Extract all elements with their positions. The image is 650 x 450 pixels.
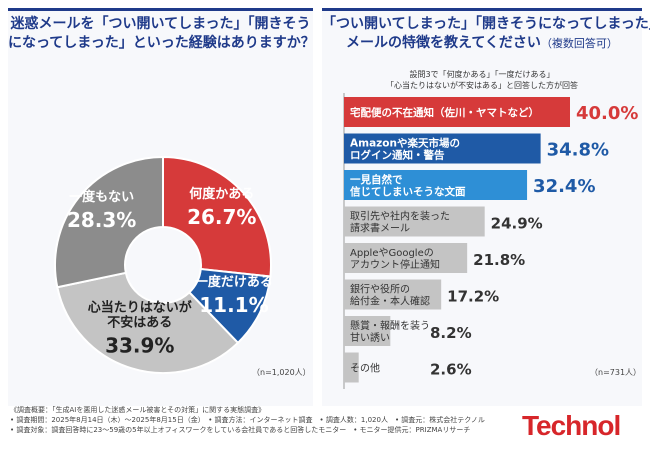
pie-value-3: 33.9%	[105, 334, 174, 358]
right-panel-title: 「つい開いてしまった」「開きそうになってしまった」 メールの特徴を教えてください…	[322, 15, 650, 53]
pie-value-1: 26.7%	[187, 205, 256, 229]
footer-line-2: • 調査期間：2025年8月14日（木）〜2025年8月15日（金） • 調査方…	[10, 416, 485, 424]
pie-slice-3	[56, 271, 240, 374]
bar-value-1: 40.0%	[576, 103, 638, 124]
bar-label-6-line-1: 銀行や役所の	[350, 283, 410, 296]
bar-6	[344, 279, 442, 310]
bar-5	[344, 243, 468, 273]
bar-label-4-line-2: 請求書メール	[350, 222, 410, 235]
right-panel: 「つい開いてしまった」「開きそうになってしまった」 メールの特徴を教えてください…	[322, 8, 650, 406]
bar-label-2-line-1: Amazonや楽天市場の	[350, 137, 460, 150]
right-title-main: メールの特徴を教えてください	[346, 35, 541, 51]
right-title-line-1: 「つい開いてしまった」「開きそうになってしまった」	[322, 16, 650, 32]
bar-8	[344, 352, 359, 383]
left-n-label: （n=1,020人）	[252, 368, 311, 377]
right-title-line-2: メールの特徴を教えてください（複数回答可）	[322, 34, 642, 53]
bar-2	[344, 133, 541, 164]
left-title-line-2: になってしまった」といった経験はありますか？	[8, 35, 315, 51]
technol-logo: Technol	[522, 410, 621, 441]
respondent-note: 設問3で「何度かある」「一度だけある」 「心当たりはないが不安はある」と回答した…	[322, 69, 642, 91]
donut-chart: 何度かある 26.7% 一度だけある 11.1% 心当たりはないが不安はある 33.9% 一…	[54, 155, 273, 374]
bar-label-3-line-1: 一見自然で	[350, 173, 403, 186]
bar-label-5-line-1: AppleやGoogleの	[350, 247, 434, 259]
bar-label-6-line-2: 給付金・本人確認	[350, 295, 430, 308]
bar-value-8: 2.6%	[430, 361, 472, 379]
left-title-line-1: 迷惑メールを「つい開いてしまった」「開きそう	[10, 16, 311, 32]
footer-line-1: 《調査概要：「生成AIを悪用した迷惑メール被害とその対策」に関する実態調査》	[10, 406, 266, 414]
pie-label-3-line-1: 心当たりはないが	[88, 300, 192, 316]
pie-label-4-line-1: 一度もない	[69, 189, 134, 205]
right-title-sub: （複数回答可）	[540, 37, 618, 50]
bar-4	[344, 206, 485, 237]
pie-value-4: 28.3%	[67, 208, 136, 232]
bar-value-5: 21.8%	[473, 251, 525, 269]
bar-1	[344, 97, 570, 127]
bar-label-7-line-1: 懸賞・報酬を装う	[350, 319, 430, 332]
bar-label-4-line-1: 取引先や社内を装った	[350, 210, 450, 223]
bar-chart: 宅配便の不在通知（佐川・ヤマトなど） 40.0% Amazonや楽天市場のログイン通…	[343, 93, 638, 389]
left-panel: 迷惑メールを「つい開いてしまった」「開きそう になってしまった」といった経験はあ…	[8, 8, 315, 406]
bar-3	[344, 170, 528, 200]
pie-slice-4	[54, 155, 164, 289]
note-line-2: 「心当たりはないが不安はある」と回答した方が回答	[386, 81, 578, 90]
bar-value-7: 8.2%	[430, 324, 472, 342]
bar-label-8-line-1: その他	[350, 362, 380, 375]
bar-value-2: 34.8%	[547, 140, 609, 161]
bar-7	[344, 316, 391, 346]
bar-label-3-line-2: 信じてしまいそうな文面	[350, 185, 466, 198]
pie-label-3-line-2: 不安はある	[107, 315, 172, 331]
note-line-1: 設問3で「何度かある」「一度だけある」	[409, 70, 555, 79]
pie-value-2: 11.1%	[199, 293, 268, 317]
bar-label-2-line-2: ログイン通知・警告	[350, 149, 445, 162]
bar-value-6: 17.2%	[447, 288, 499, 306]
right-n-label: （n=731人）	[590, 368, 642, 377]
bar-value-4: 24.9%	[491, 215, 543, 233]
bar-label-5-line-2: アカウント停止通知	[350, 258, 440, 271]
survey-footer: 《調査概要：「生成AIを悪用した迷惑メール被害とその対策」に関する実態調査》 •…	[10, 405, 510, 435]
pie-slice-1	[162, 155, 272, 278]
bar-label-7-line-2: 甘い誘い	[350, 331, 390, 344]
bar-value-3: 32.4%	[533, 176, 595, 197]
left-panel-title: 迷惑メールを「つい開いてしまった」「開きそう になってしまった」といった経験はあ…	[8, 15, 315, 53]
pie-label-1-line-1: 何度かある	[189, 186, 254, 202]
footer-line-3: • 調査対象：調査回答時に23〜59歳の5年以上オフィスワークをしている会社員で…	[10, 426, 471, 434]
pie-label-2-line-1: 一度だけある	[195, 274, 273, 290]
bar-label-1-line-1: 宅配便の不在通知（佐川・ヤマトなど）	[350, 106, 539, 119]
